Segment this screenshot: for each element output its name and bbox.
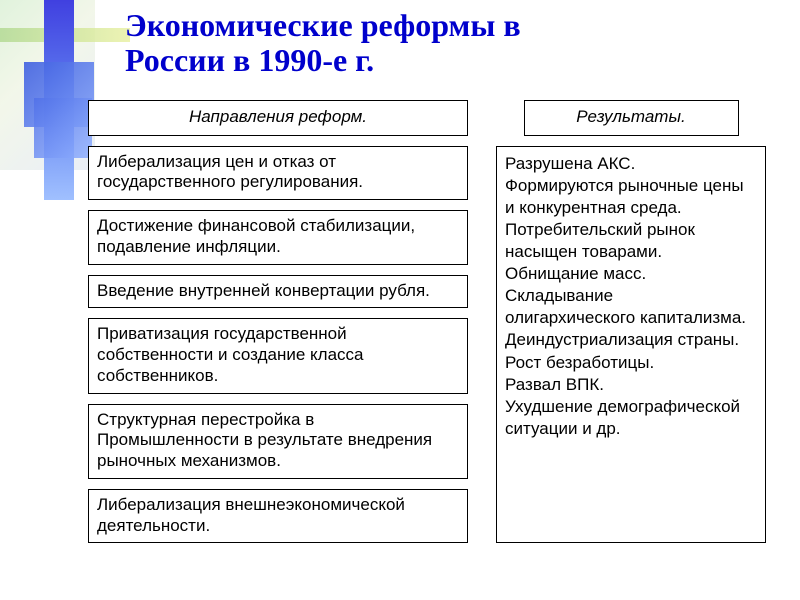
directions-header: Направления реформ. xyxy=(88,100,468,136)
content-area: Направления реформ. Либерализация цен и … xyxy=(88,100,788,543)
results-body: Разрушена АКС.Формируются рыночные цены … xyxy=(496,146,766,544)
direction-item: Структурная перестройка в Промышленности… xyxy=(88,404,468,479)
decoration-rect-2 xyxy=(34,98,92,158)
direction-item: Введение внутренней конвертации рубля. xyxy=(88,275,468,309)
direction-item: Либерализация внешнеэкономической деятел… xyxy=(88,489,468,543)
results-header: Результаты. xyxy=(524,100,739,136)
title-line-2: России в 1990-е г. xyxy=(125,43,521,78)
slide-title: Экономические реформы в России в 1990-е … xyxy=(125,8,521,78)
slide-decoration xyxy=(0,0,100,600)
results-column: Результаты. Разрушена АКС.Формируются ры… xyxy=(496,100,766,543)
direction-item: Либерализация цен и отказ от государстве… xyxy=(88,146,468,200)
direction-item: Приватизация государственной собственнос… xyxy=(88,318,468,393)
title-line-1: Экономические реформы в xyxy=(125,8,521,43)
directions-column: Направления реформ. Либерализация цен и … xyxy=(88,100,468,543)
direction-item: Достижение финансовой стабилизации, пода… xyxy=(88,210,468,264)
